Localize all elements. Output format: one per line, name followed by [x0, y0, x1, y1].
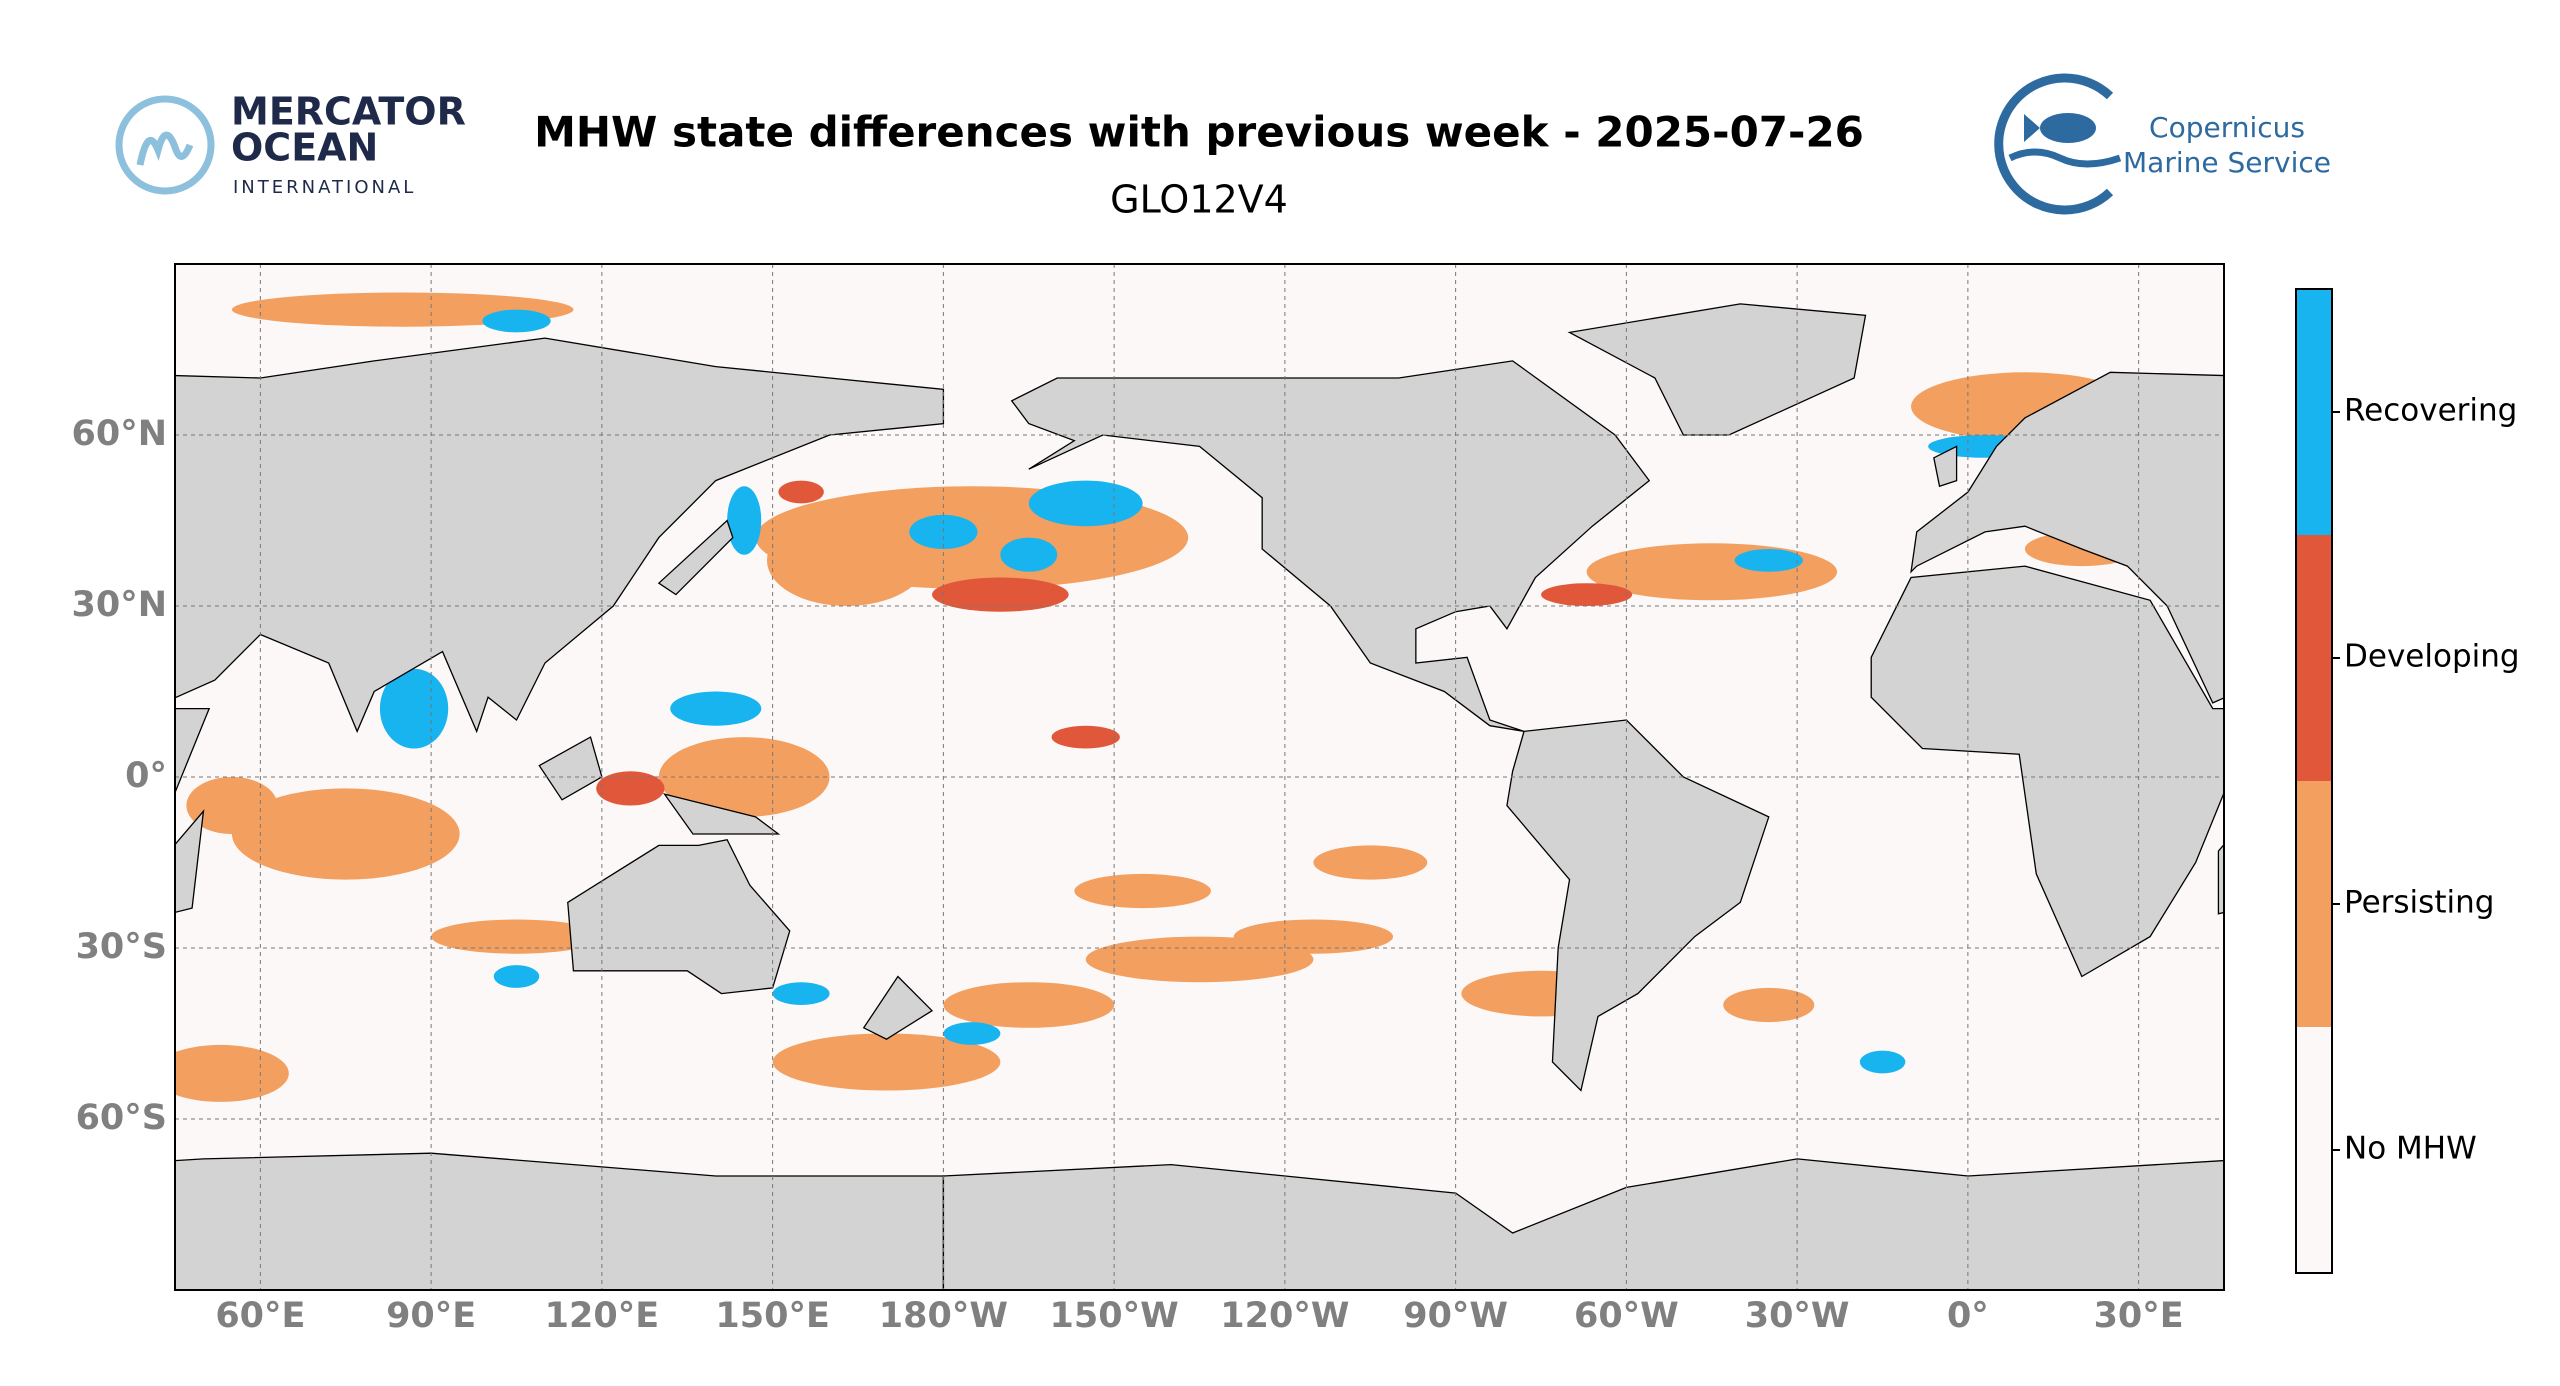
lon-tick-label: 150°W [1050, 1296, 1179, 1336]
mhw-patch [1000, 537, 1058, 572]
logo-text: OCEAN [231, 126, 378, 170]
lon-tick-label: 30°E [2094, 1296, 2184, 1336]
mhw-patch [482, 309, 551, 333]
mhw-patch [727, 486, 762, 555]
mhw-patch [493, 965, 540, 988]
mhw-patch [1233, 919, 1394, 954]
logo-text: MERCATOR [231, 90, 466, 134]
mhw-patch [1313, 845, 1428, 880]
mhw-patch [943, 1022, 1001, 1045]
lon-tick-label: 150°E [715, 1296, 829, 1336]
lon-tick-label: 90°E [386, 1296, 476, 1336]
colorbar-frame [2295, 288, 2333, 1274]
lon-tick-label: 180°W [879, 1296, 1008, 1336]
logo-text: INTERNATIONAL [233, 177, 416, 198]
legend-label: No MHW [2344, 1131, 2477, 1167]
colorbar-segment [2296, 289, 2332, 535]
lat-tick-label: 30°N [72, 585, 168, 625]
subtitle: GLO12V4 [1110, 178, 1288, 222]
graticule: 60°E 90°E 120°E 150°E 180°W 150°W 120°W 90°W 60°… [72, 264, 2224, 1336]
mhw-patch [772, 1033, 1001, 1091]
lon-tick-label: 120°E [545, 1296, 659, 1336]
mhw-patch [670, 691, 762, 726]
mhw-patch [772, 982, 830, 1005]
legend-label: Persisting [2344, 885, 2494, 921]
lon-tick-label: 30°W [1745, 1296, 1850, 1336]
lon-tick-label: 90°W [1403, 1296, 1508, 1336]
mhw-patch [1723, 987, 1815, 1023]
mhw-patch [175, 1044, 289, 1102]
lon-tick-label: 120°W [1220, 1296, 1349, 1336]
mhw-patch [231, 788, 460, 880]
logo-text: Marine Service [2123, 146, 2331, 179]
colorbar-segment [2296, 1027, 2332, 1273]
mhw-patch [1028, 480, 1143, 527]
lat-tick-label: 0° [125, 756, 167, 796]
map-frame [174, 263, 2225, 1291]
lat-tick-label: 60°S [76, 1098, 167, 1138]
mhw-patch [932, 577, 1069, 612]
colorbar-segment [2296, 781, 2332, 1027]
lat-tick-label: 30°S [76, 927, 167, 967]
colorbar: Recovering Developing Persisting No MHW [2295, 288, 2520, 1274]
copernicus-logo: Copernicus Marine Service [1994, 73, 2331, 215]
mhw-patch [431, 919, 602, 954]
mhw-patch [1541, 583, 1633, 606]
legend-label: Recovering [2344, 393, 2517, 429]
mhw-patch [766, 514, 927, 606]
colorbar-segment [2296, 535, 2332, 781]
title: MHW state differences with previous week… [534, 108, 1864, 157]
lon-tick-label: 0° [1947, 1296, 1989, 1336]
lon-tick-label: 60°W [1574, 1296, 1679, 1336]
mhw-patch [1051, 725, 1120, 749]
mhw-patch [943, 982, 1115, 1028]
mhw-patch [778, 480, 824, 504]
mhw-patch [1734, 549, 1803, 572]
lon-tick-label: 60°E [215, 1296, 305, 1336]
mhw-patch [1859, 1050, 1906, 1074]
mhw-patch [1074, 873, 1211, 909]
lat-tick-label: 60°N [72, 414, 168, 454]
mercator-logo: MERCATOR OCEAN INTERNATIONAL [115, 90, 466, 198]
mhw-patch [186, 777, 278, 834]
legend-label: Developing [2344, 639, 2520, 675]
logo-text: Copernicus [2149, 111, 2305, 144]
mhw-patch [596, 771, 665, 806]
